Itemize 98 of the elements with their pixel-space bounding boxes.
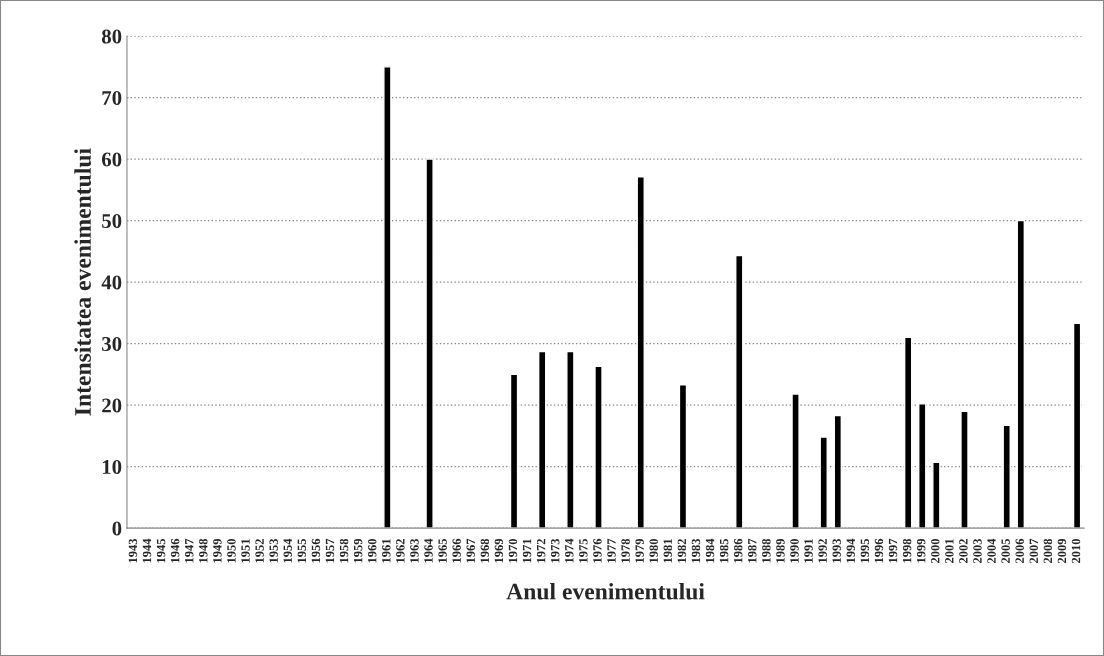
bar xyxy=(636,176,645,529)
x-tick-label: 2009 xyxy=(1057,538,1067,563)
x-tick-label: 1958 xyxy=(339,538,349,563)
x-tick-label: 1954 xyxy=(283,538,292,563)
bar xyxy=(1072,322,1082,529)
x-tick-label: 2001 xyxy=(945,539,954,563)
x-tick-label: 1966 xyxy=(452,538,461,563)
x-tick-label: 1965 xyxy=(438,538,447,563)
x-tick-label: 1990 xyxy=(790,538,799,563)
x-tick-label: 1962 xyxy=(396,539,405,563)
x-tick-label: 1989 xyxy=(776,538,785,563)
x-tick-label: 1956 xyxy=(311,538,321,563)
x-tick-label: 1947 xyxy=(185,538,194,563)
bar xyxy=(932,461,941,529)
x-tick-label: 1964 xyxy=(424,538,433,563)
x-tick-label: 1949 xyxy=(213,538,222,563)
x-axis-title: Anul evenimentului xyxy=(506,582,705,600)
x-tick-label: 1955 xyxy=(297,538,307,563)
x-tick-label: 2007 xyxy=(1029,538,1038,563)
x-tick-label: 1994 xyxy=(846,538,855,563)
x-tick-label: 1997 xyxy=(888,538,898,563)
x-tick-label: 2002 xyxy=(959,539,968,563)
x-tick-label: 1976 xyxy=(593,538,602,563)
x-tick-label: 2005 xyxy=(1001,538,1010,563)
x-tick-label: 1982 xyxy=(677,539,687,563)
x-tick-label: 1975 xyxy=(579,538,588,563)
bar xyxy=(383,66,392,529)
bar xyxy=(425,158,434,529)
bar xyxy=(678,384,688,529)
x-tick-label: 1972 xyxy=(536,539,546,563)
y-tick-label: 60 xyxy=(101,152,122,167)
x-tick-label: 1981 xyxy=(663,539,673,563)
x-tick-label: 1952 xyxy=(255,539,264,563)
x-tick-label: 1948 xyxy=(199,538,208,563)
y-tick-label: 0 xyxy=(112,521,122,536)
x-tick-label: 1984 xyxy=(705,538,715,563)
x-tick-label: 1977 xyxy=(607,538,616,563)
x-tick-label: 1985 xyxy=(719,538,729,563)
bar xyxy=(509,373,519,529)
bar xyxy=(833,414,843,529)
x-tick-label: 1970 xyxy=(508,538,518,563)
x-tick-label: 1986 xyxy=(733,538,743,563)
y-tick-label: 50 xyxy=(102,213,122,229)
x-tick-label: 1973 xyxy=(551,538,560,563)
y-tick-label: 80 xyxy=(101,29,122,44)
x-tick-label: 2006 xyxy=(1015,538,1024,563)
x-tick-label: 1963 xyxy=(410,538,419,563)
x-tick-label: 1946 xyxy=(170,538,180,563)
x-tick-label: 1944 xyxy=(142,538,152,563)
bar xyxy=(960,410,969,529)
x-tick-label: 1969 xyxy=(494,538,504,563)
bar xyxy=(537,350,547,529)
x-tick-label: 1959 xyxy=(353,538,363,563)
y-tick-label: 40 xyxy=(101,275,122,290)
x-tick-label: 1987 xyxy=(748,538,757,563)
bar xyxy=(903,336,913,529)
y-tick-label: 70 xyxy=(102,90,122,106)
x-tick-label: 1993 xyxy=(832,538,841,563)
x-tick-label: 1951 xyxy=(241,539,250,563)
x-tick-label: 2000 xyxy=(931,538,940,563)
bar xyxy=(1016,219,1025,529)
y-tick-label: 20 xyxy=(102,398,122,413)
x-tick-label: 1998 xyxy=(902,538,912,563)
x-tick-label: 2004 xyxy=(987,538,996,563)
x-tick-label: 2008 xyxy=(1043,538,1053,563)
x-tick-label: 1983 xyxy=(691,538,701,563)
x-tick-label: 1980 xyxy=(649,538,658,563)
x-tick-label: 2010 xyxy=(1071,538,1081,563)
y-tick-label: 30 xyxy=(102,336,122,352)
x-tick-label: 1974 xyxy=(565,538,574,563)
x-tick-label: 1995 xyxy=(860,538,870,563)
x-tick-label: 2003 xyxy=(973,538,982,563)
x-tick-label: 1979 xyxy=(635,538,644,563)
bar xyxy=(735,254,744,529)
x-tick-label: 1968 xyxy=(480,538,490,563)
x-tick-label: 1999 xyxy=(916,538,926,563)
y-tick-label: 10 xyxy=(102,459,122,475)
x-tick-label: 1961 xyxy=(382,539,391,563)
bar xyxy=(819,436,828,529)
x-tick-label: 1950 xyxy=(227,538,236,563)
y-axis-title: Intensitatea evenimentului xyxy=(74,148,91,416)
x-tick-label: 1957 xyxy=(325,538,335,563)
x-tick-label: 1996 xyxy=(874,538,884,563)
x-tick-label: 1953 xyxy=(269,538,278,563)
bar xyxy=(566,350,575,529)
x-tick-label: 1943 xyxy=(128,538,138,563)
bar xyxy=(918,403,927,529)
x-tick-label: 1967 xyxy=(466,538,475,563)
x-tick-label: 1992 xyxy=(818,539,827,563)
x-tick-label: 1991 xyxy=(804,539,813,563)
x-tick-label: 1960 xyxy=(367,538,377,563)
bar xyxy=(1002,424,1011,529)
x-tick-label: 1978 xyxy=(621,538,630,563)
x-tick-label: 1988 xyxy=(762,538,771,563)
bar xyxy=(791,393,800,529)
bar xyxy=(594,365,603,529)
x-tick-label: 1945 xyxy=(156,538,166,563)
x-tick-label: 1971 xyxy=(522,539,532,563)
